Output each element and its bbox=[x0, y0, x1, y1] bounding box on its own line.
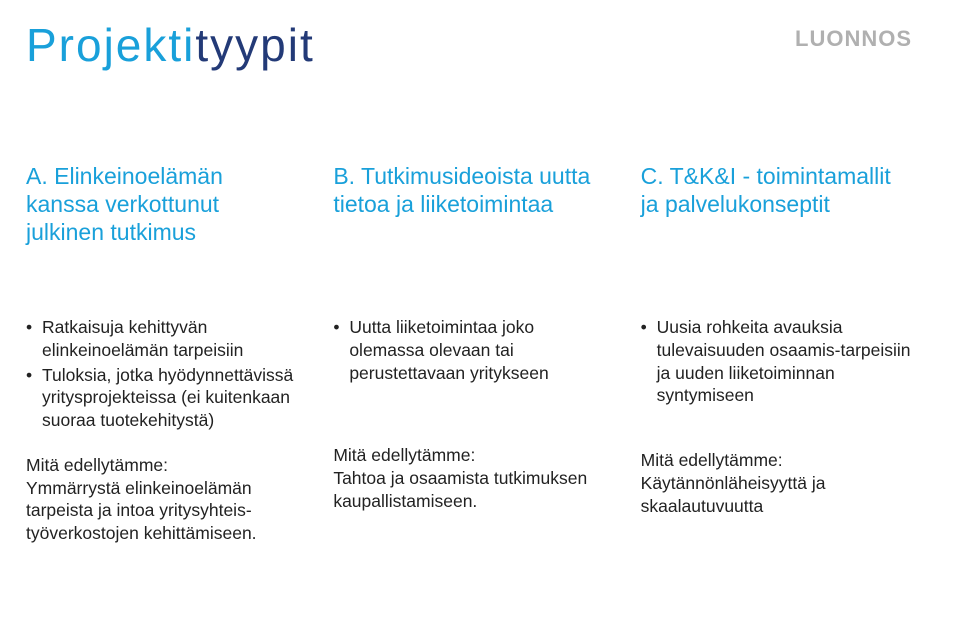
list-item: Tuloksia, jotka hyödynnettävissä yritysp… bbox=[26, 364, 297, 432]
requirement-label: Mitä edellytämme: bbox=[333, 445, 475, 465]
column-a-requirement: Mitä edellytämme: Ymmärrystä elinkeinoel… bbox=[26, 454, 297, 545]
requirement-label: Mitä edellytämme: bbox=[641, 450, 783, 470]
column-a: A. Elinkeinoelämän kanssa verkottunut ju… bbox=[26, 162, 297, 545]
slide-page: Projektityypit LUONNOS A. Elinkeinoelämä… bbox=[0, 0, 960, 640]
requirement-label: Mitä edellytämme: bbox=[26, 455, 168, 475]
list-item: Uutta liiketoimintaa joko olemassa oleva… bbox=[333, 316, 604, 384]
requirement-body: Ymmärrystä elinkeinoelämän tarpeista ja … bbox=[26, 478, 257, 544]
title-row: Projektityypit LUONNOS bbox=[26, 18, 912, 72]
columns: A. Elinkeinoelämän kanssa verkottunut ju… bbox=[26, 162, 912, 545]
draft-label: LUONNOS bbox=[795, 26, 912, 52]
column-b-heading: B. Tutkimusideoista uutta tietoa ja liik… bbox=[333, 162, 604, 282]
requirement-body: Käytännönläheisyyttä ja skaalautuvuutta bbox=[641, 473, 826, 516]
column-a-bullets: Ratkaisuja kehittyvän elinkeinoelämän ta… bbox=[26, 316, 297, 432]
title-part-2: tyypit bbox=[195, 19, 314, 71]
page-title: Projektityypit bbox=[26, 18, 315, 72]
column-c-requirement: Mitä edellytämme: Käytännönläheisyyttä j… bbox=[641, 449, 912, 517]
title-part-1: Projekti bbox=[26, 19, 195, 71]
column-c-heading: C. T&K&I - toimintamallit ja palvelukons… bbox=[641, 162, 912, 282]
column-b-requirement: Mitä edellytämme: Tahtoa ja osaamista tu… bbox=[333, 444, 604, 512]
list-item: Uusia rohkeita avauksia tulevaisuuden os… bbox=[641, 316, 912, 407]
column-c-bullets: Uusia rohkeita avauksia tulevaisuuden os… bbox=[641, 316, 912, 407]
column-b-bullets: Uutta liiketoimintaa joko olemassa oleva… bbox=[333, 316, 604, 384]
requirement-body: Tahtoa ja osaamista tutkimuksen kaupalli… bbox=[333, 468, 587, 511]
column-a-heading: A. Elinkeinoelämän kanssa verkottunut ju… bbox=[26, 162, 297, 282]
column-c: C. T&K&I - toimintamallit ja palvelukons… bbox=[641, 162, 912, 545]
column-b: B. Tutkimusideoista uutta tietoa ja liik… bbox=[333, 162, 604, 545]
list-item: Ratkaisuja kehittyvän elinkeinoelämän ta… bbox=[26, 316, 297, 362]
